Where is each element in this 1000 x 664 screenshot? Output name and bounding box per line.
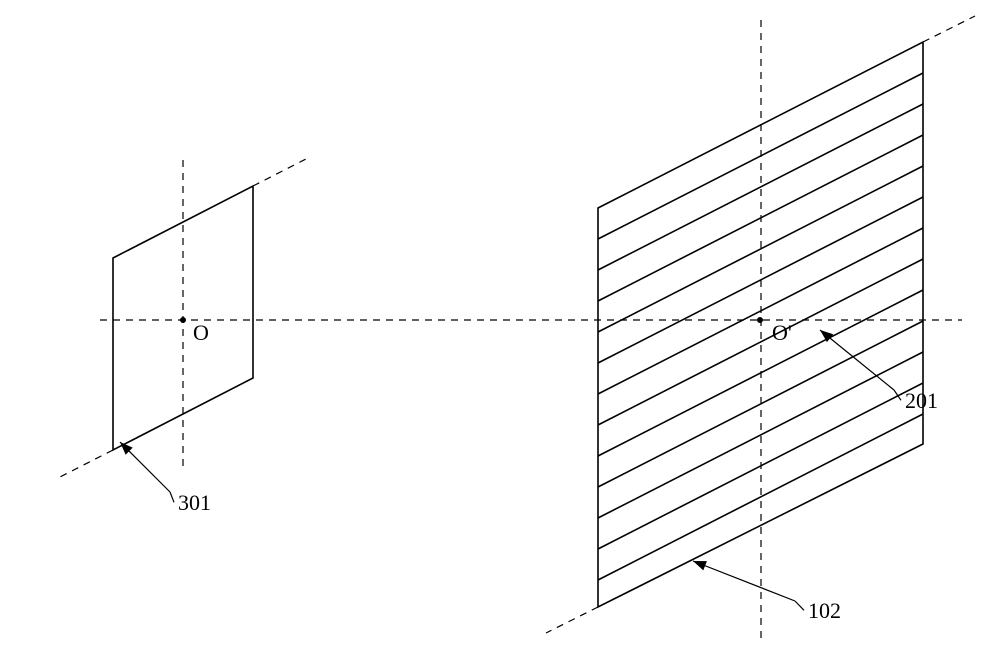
hatch-line [598,228,923,394]
label-Oprime: O' [772,320,792,345]
hatch-line [598,135,923,301]
hatch-line [598,383,923,549]
callout-201-label: 201 [905,388,938,413]
point-O [180,317,186,323]
callout-201-leader-2 [820,330,894,390]
big-plane-diag-ext-up [923,16,975,42]
label-O: O [193,320,209,345]
callout-102-label: 102 [808,598,841,623]
callout-102-arrowhead [693,561,707,570]
point-Oprime [757,317,763,323]
small-plane-diag-ext-up [253,159,306,186]
hatch-line [598,290,923,456]
callout-301-label: 301 [178,490,211,515]
callout-102-leader-2 [693,561,795,601]
small-plane-diag-ext-down [58,450,113,478]
callout-301-leader-1 [170,492,174,502]
hatch-line [598,73,923,239]
big-plane-diag-ext-down [546,607,598,633]
diagram-canvas: O O' 201 301 102 [0,0,1000,664]
callout-102-leader-1 [795,601,804,610]
callout-201-arrowhead [820,330,833,342]
